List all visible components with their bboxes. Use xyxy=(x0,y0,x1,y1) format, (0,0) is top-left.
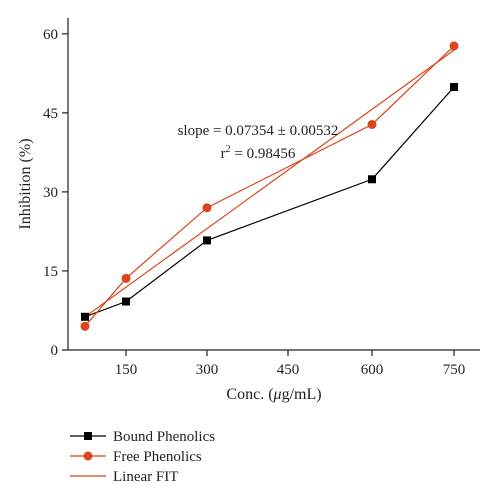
r-squared-annotation: r2 = 0.98456 xyxy=(221,144,296,162)
data-point-circle xyxy=(449,41,459,51)
ticks: 0 15 30 45 60 150 300 450 600 750 xyxy=(43,27,465,378)
legend-label: Linear FIT xyxy=(113,469,178,485)
legend-label: Bound Phenolics xyxy=(113,429,215,445)
axes xyxy=(67,18,480,351)
data-point-circle xyxy=(367,119,377,129)
x-tick-label: 750 xyxy=(443,362,466,378)
data-point-square xyxy=(450,83,458,92)
data-point-square xyxy=(203,236,211,245)
x-tick-label: 450 xyxy=(277,362,300,378)
series-line-0 xyxy=(84,86,455,318)
data-point-square xyxy=(368,175,376,184)
slope-annotation: slope = 0.07354 ± 0.00532 xyxy=(178,123,339,139)
data-point-circle xyxy=(121,273,131,283)
y-tick-label: 45 xyxy=(43,106,58,122)
data-point-circle xyxy=(202,203,212,213)
data-point-square xyxy=(81,312,89,321)
data-point-circle xyxy=(80,321,90,331)
y-tick-label: 0 xyxy=(51,343,59,359)
series-line-2 xyxy=(84,49,455,318)
x-tick-label: 600 xyxy=(361,362,384,378)
y-tick-label: 30 xyxy=(43,185,58,201)
plot-area xyxy=(80,41,459,331)
legend: Bound Phenolics Free Phenolics Linear FIT xyxy=(70,429,215,485)
series-line-1 xyxy=(84,45,455,327)
data-point-square xyxy=(122,297,130,306)
legend-marker-circle xyxy=(83,451,93,461)
legend-marker-square xyxy=(84,432,92,440)
x-tick-label: 150 xyxy=(115,362,138,378)
y-tick-label: 60 xyxy=(43,27,58,43)
y-tick-label: 15 xyxy=(43,264,58,280)
y-axis-title: Inhibition (%) xyxy=(17,138,34,229)
legend-label: Free Phenolics xyxy=(113,449,202,465)
x-axis-title: Conc. (μg/mL) xyxy=(226,386,321,403)
x-tick-label: 300 xyxy=(196,362,219,378)
